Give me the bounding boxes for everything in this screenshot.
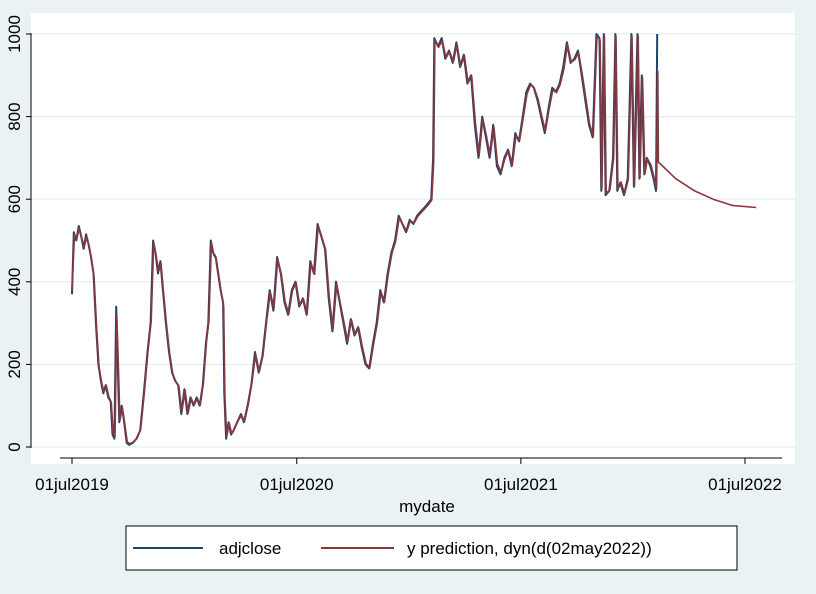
y-tick-label: 600 [5,185,24,213]
x-tick-label: 01jul2022 [708,475,782,494]
legend-label-adjclose: adjclose [219,539,281,558]
series-layer [71,33,757,446]
series-line-prediction [71,35,757,445]
y-tick-label: 800 [5,102,24,130]
legend-box [125,525,738,571]
y-tick-label: 1000 [5,15,24,53]
x-axis: 01jul2019 01jul2020 01jul2021 01jul2022 [35,457,782,494]
x-tick-label: 01jul2020 [260,475,334,494]
x-axis-title: mydate [399,497,455,516]
gridlines [31,33,795,448]
y-axis: 0 200 400 600 800 1000 [5,15,32,452]
legend: adjclose y prediction, dyn(d(02may2022)) [125,525,738,571]
plot-area [31,13,795,464]
y-tick-label: 0 [5,442,24,451]
x-tick-label: 01jul2021 [484,475,558,494]
y-tick-label: 200 [5,350,24,378]
x-tick-label: 01jul2019 [35,475,109,494]
legend-label-prediction: y prediction, dyn(d(02may2022)) [407,539,652,558]
y-tick-label: 400 [5,268,24,296]
